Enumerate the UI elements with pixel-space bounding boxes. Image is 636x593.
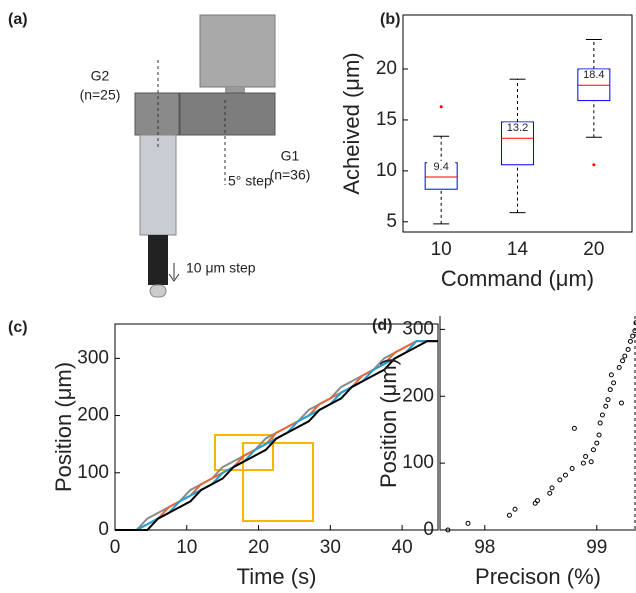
illustration: (a) G2 (n=25) G1 (n=36) 5° step 10 μm st…	[8, 11, 311, 298]
value-label: 9.4	[434, 161, 449, 173]
point	[547, 490, 553, 496]
axis-line	[439, 316, 636, 531]
x-tick-label: 98	[474, 537, 495, 558]
inset-box	[242, 442, 314, 522]
point	[512, 506, 518, 512]
plot-frame	[402, 14, 633, 233]
x-tick-label: 20	[583, 239, 604, 260]
point	[506, 512, 512, 518]
label: 5° step	[228, 173, 272, 189]
outlier	[439, 105, 443, 109]
point	[630, 333, 636, 339]
micrometer-tip	[149, 284, 167, 298]
point	[583, 453, 589, 459]
label: G1	[281, 148, 300, 164]
label-bg	[579, 69, 608, 82]
x-tick-label: 40	[392, 537, 413, 558]
y-tick-label: 300	[402, 318, 434, 339]
x-tick-label: 10	[431, 239, 452, 260]
label: (n=36)	[270, 167, 311, 183]
shaft	[225, 87, 245, 95]
point	[618, 400, 624, 406]
step-arrow	[168, 263, 180, 282]
panel-label: (c)	[8, 319, 28, 336]
y-tick-label: 20	[376, 58, 397, 79]
x-axis-label: Command (μm)	[441, 266, 594, 291]
outlier	[592, 163, 596, 167]
point	[616, 364, 622, 370]
plot-frame	[114, 323, 439, 531]
box	[577, 68, 611, 102]
y-tick-label: 5	[386, 211, 397, 232]
panel-label: (b)	[380, 11, 400, 28]
panel-label: (a)	[8, 11, 28, 28]
point	[562, 472, 568, 478]
point	[603, 403, 609, 409]
point	[605, 397, 611, 403]
point	[549, 485, 555, 491]
point	[633, 320, 636, 326]
value-label: 13.2	[507, 122, 528, 134]
point	[625, 346, 631, 352]
point	[627, 338, 633, 344]
label-bg	[503, 122, 532, 135]
y-axis-label: Acheived (μm)	[339, 52, 364, 194]
x-axis-label: Time (s)	[237, 564, 317, 589]
point	[607, 387, 613, 393]
y-tick-label: 200	[402, 385, 434, 406]
gear-g1	[179, 92, 276, 136]
point	[622, 353, 628, 359]
point	[596, 432, 602, 438]
point	[571, 425, 577, 431]
x-tick-label: 30	[320, 537, 341, 558]
y-tick-label: 100	[77, 462, 109, 483]
y-tick-label: 200	[77, 405, 109, 426]
panel-label: (d)	[372, 317, 392, 334]
point	[611, 380, 617, 386]
label: 10 μm step	[186, 260, 256, 276]
x-tick-label: 10	[176, 537, 197, 558]
point	[608, 372, 614, 378]
y-tick-label: 100	[402, 452, 434, 473]
point	[594, 440, 600, 446]
point	[599, 412, 605, 418]
y-tick-label: 10	[376, 160, 397, 181]
point	[580, 460, 586, 466]
point	[588, 459, 594, 465]
value-label: 18.4	[583, 69, 604, 81]
y-tick-label: 0	[98, 519, 109, 540]
label-bg	[427, 160, 456, 173]
motor	[199, 14, 276, 88]
line	[115, 340, 438, 531]
point	[534, 498, 540, 504]
x-tick-label: 14	[507, 239, 529, 260]
gear-g2	[134, 92, 180, 136]
y-tick-label: 15	[376, 109, 397, 130]
x-tick-label: 99	[586, 537, 607, 558]
point	[569, 465, 575, 471]
y-tick-label: 0	[423, 519, 434, 540]
y-tick-label: 300	[77, 347, 109, 368]
y-axis-label: Position (μm)	[376, 358, 401, 488]
x-tick-label: 0	[110, 537, 121, 558]
label: G2	[91, 68, 110, 84]
box	[501, 121, 534, 166]
point	[590, 447, 596, 453]
point	[557, 477, 563, 483]
point	[620, 358, 626, 364]
label: (n=25)	[80, 87, 121, 103]
point	[632, 328, 636, 334]
point	[597, 420, 603, 426]
point	[465, 520, 471, 526]
x-axis-label: Precison (%)	[475, 564, 601, 589]
y-axis-label: Position (μm)	[51, 362, 76, 492]
micrometer-spindle	[148, 235, 168, 285]
point	[445, 527, 451, 533]
x-tick-label: 20	[248, 537, 269, 558]
